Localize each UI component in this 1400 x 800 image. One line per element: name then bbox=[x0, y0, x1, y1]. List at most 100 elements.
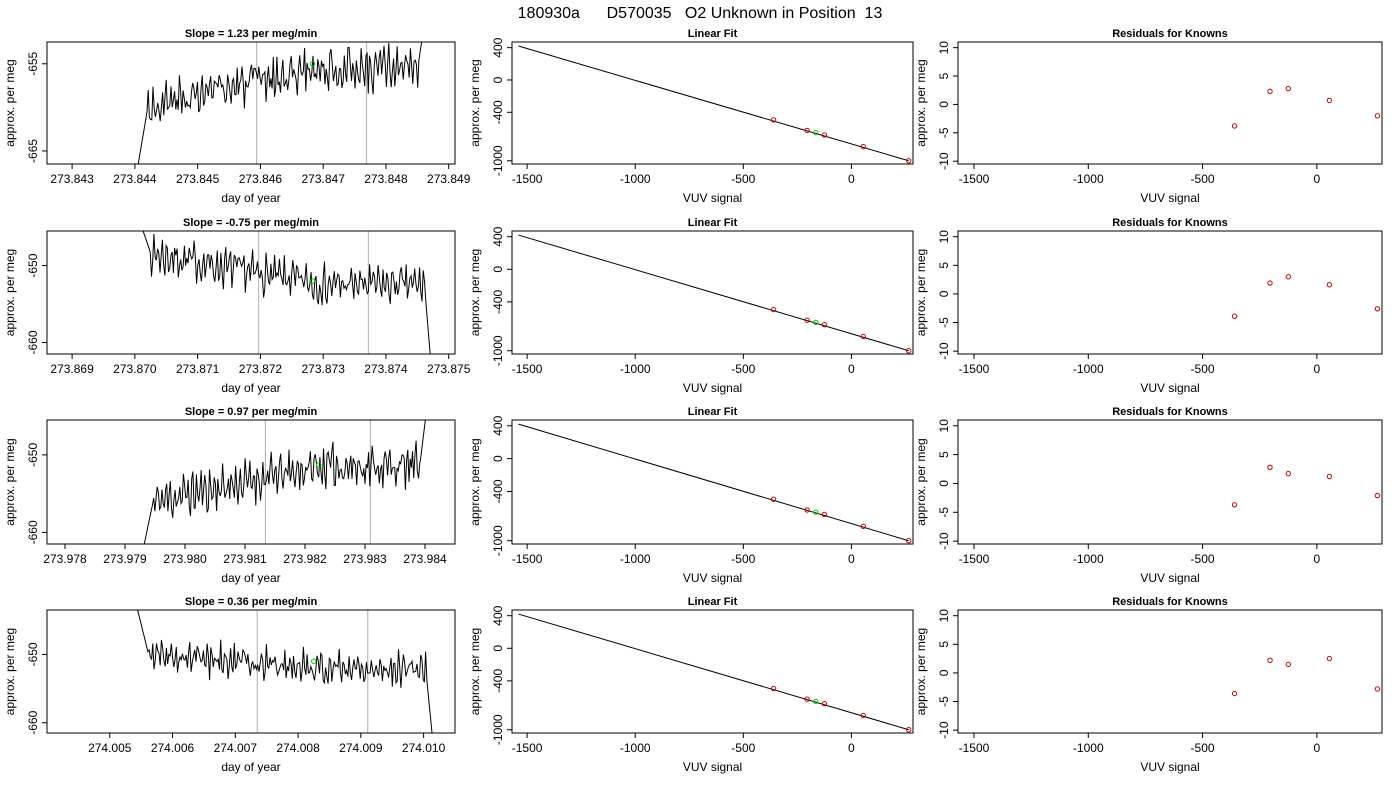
x-tick-label: 273.983 bbox=[343, 552, 387, 566]
plot-frame bbox=[511, 41, 914, 165]
known-point bbox=[905, 158, 912, 164]
x-axis-label: VUV signal bbox=[683, 760, 742, 774]
x-axis-label: VUV signal bbox=[683, 191, 742, 205]
x-axis-label: VUV signal bbox=[1140, 760, 1199, 774]
x-tick-label: -1000 bbox=[620, 172, 651, 186]
x-axis-label: day of year bbox=[221, 381, 280, 395]
known-point bbox=[1267, 280, 1273, 286]
x-tick-label: 273.981 bbox=[223, 552, 267, 566]
x-tick-label: 274.008 bbox=[276, 741, 320, 755]
x-tick-label: 0 bbox=[848, 552, 855, 566]
y-tick-label: -660 bbox=[26, 330, 40, 354]
known-point bbox=[1231, 502, 1238, 508]
y-axis-label: approx. per meg bbox=[3, 438, 17, 525]
panel-title: Slope = 1.23 per meg/min bbox=[185, 28, 318, 40]
y-tick-label: 0 bbox=[491, 76, 505, 83]
panel-title: Residuals for Knowns bbox=[1112, 28, 1228, 40]
y-tick-label: 5 bbox=[937, 72, 951, 79]
x-tick-label: -1500 bbox=[512, 362, 543, 376]
panel-title: Linear Fit bbox=[688, 406, 738, 418]
y-axis-label: approx. per meg bbox=[3, 628, 17, 715]
plot-area bbox=[142, 231, 431, 354]
y-axis-label: approx. per meg bbox=[468, 249, 482, 336]
mean-marker bbox=[309, 278, 316, 284]
y-axis-label: approx. per meg bbox=[3, 59, 17, 146]
panel-title: Linear Fit bbox=[688, 596, 738, 608]
plot-frame bbox=[957, 419, 1383, 545]
known-point bbox=[860, 143, 866, 150]
panels: Slope = 1.23 per meg/min day of year appro… bbox=[3, 28, 1383, 774]
y-tick-label: 400 bbox=[491, 37, 505, 57]
panel-0-1: Linear Fit VUV signal approx. per meg -1500… bbox=[468, 28, 914, 205]
known-point bbox=[804, 696, 810, 702]
x-tick-label: 273.979 bbox=[103, 552, 147, 566]
unknown-point bbox=[813, 509, 819, 515]
x-tick-label: -500 bbox=[1191, 362, 1215, 376]
known-point bbox=[1374, 686, 1381, 692]
x-tick-label: 274.010 bbox=[402, 741, 446, 755]
y-tick-label: -650 bbox=[26, 642, 40, 666]
known-point bbox=[1231, 313, 1238, 319]
x-tick-label: -1000 bbox=[1073, 172, 1104, 186]
x-tick-label: 273.869 bbox=[50, 362, 94, 376]
y-tick-label: 0 bbox=[937, 480, 951, 487]
y-tick-label: -5 bbox=[937, 696, 951, 707]
y-tick-label: 5 bbox=[937, 451, 951, 458]
data-trace bbox=[143, 420, 426, 544]
panel-3-2: Residuals for Knowns VUV signal approx. pe… bbox=[914, 596, 1383, 774]
y-tick-label: 0 bbox=[937, 101, 951, 108]
x-tick-label: 273.982 bbox=[283, 552, 327, 566]
known-point bbox=[1326, 97, 1333, 104]
x-tick-label: 273.845 bbox=[176, 172, 220, 186]
y-tick-label: -10 bbox=[937, 532, 951, 550]
x-tick-label: 273.844 bbox=[113, 172, 157, 186]
y-tick-label: 400 bbox=[491, 415, 505, 435]
x-tick-label: -1000 bbox=[620, 552, 651, 566]
x-tick-label: -1500 bbox=[512, 741, 543, 755]
y-tick-label: 5 bbox=[937, 262, 951, 269]
plot-frame bbox=[957, 230, 1383, 355]
x-axis-label: VUV signal bbox=[683, 381, 742, 395]
y-tick-label: -650 bbox=[26, 443, 40, 467]
y-tick-label: 10 bbox=[937, 41, 951, 55]
x-tick-label: -1000 bbox=[1073, 362, 1104, 376]
plot-area bbox=[1231, 464, 1381, 508]
y-tick-label: -1000 bbox=[491, 335, 505, 366]
panel-title: Slope = 0.36 per meg/min bbox=[185, 596, 318, 608]
plot-frame bbox=[46, 419, 456, 545]
known-point bbox=[1267, 464, 1273, 470]
panel-1-1: Linear Fit VUV signal approx. per meg -1500… bbox=[468, 217, 914, 395]
y-tick-label: 0 bbox=[937, 290, 951, 297]
known-point bbox=[1374, 492, 1381, 499]
panel-0-2: Residuals for Knowns VUV signal approx. pe… bbox=[914, 28, 1383, 205]
known-point bbox=[1285, 274, 1291, 280]
x-tick-label: 273.873 bbox=[301, 362, 345, 376]
panel-3-1: Linear Fit VUV signal approx. per meg -1500… bbox=[468, 596, 914, 774]
plot-frame bbox=[46, 41, 456, 165]
x-tick-label: 0 bbox=[1314, 552, 1321, 566]
x-axis-label: VUV signal bbox=[683, 571, 742, 585]
y-tick-label: 5 bbox=[937, 641, 951, 648]
known-point bbox=[804, 317, 810, 323]
y-tick-label: 0 bbox=[937, 669, 951, 676]
y-tick-label: -1000 bbox=[491, 525, 505, 556]
known-point bbox=[770, 496, 777, 502]
known-point bbox=[1326, 473, 1333, 480]
fit-line bbox=[518, 45, 909, 162]
x-tick-label: -500 bbox=[731, 172, 755, 186]
x-tick-label: 274.005 bbox=[88, 741, 132, 755]
y-tick-label: 0 bbox=[491, 645, 505, 652]
plot-frame bbox=[46, 230, 456, 355]
y-tick-label: 0 bbox=[491, 266, 505, 273]
known-point bbox=[1267, 88, 1273, 95]
y-tick-label: -660 bbox=[26, 710, 40, 734]
fit-line bbox=[518, 423, 909, 542]
x-tick-label: -1500 bbox=[959, 552, 990, 566]
known-point bbox=[1285, 470, 1291, 477]
plot-area bbox=[1231, 85, 1381, 129]
x-tick-label: 273.978 bbox=[43, 552, 87, 566]
x-tick-label: -500 bbox=[731, 741, 755, 755]
data-trace bbox=[142, 231, 431, 354]
x-tick-label: -1000 bbox=[1073, 741, 1104, 755]
x-tick-label: -1000 bbox=[1073, 552, 1104, 566]
